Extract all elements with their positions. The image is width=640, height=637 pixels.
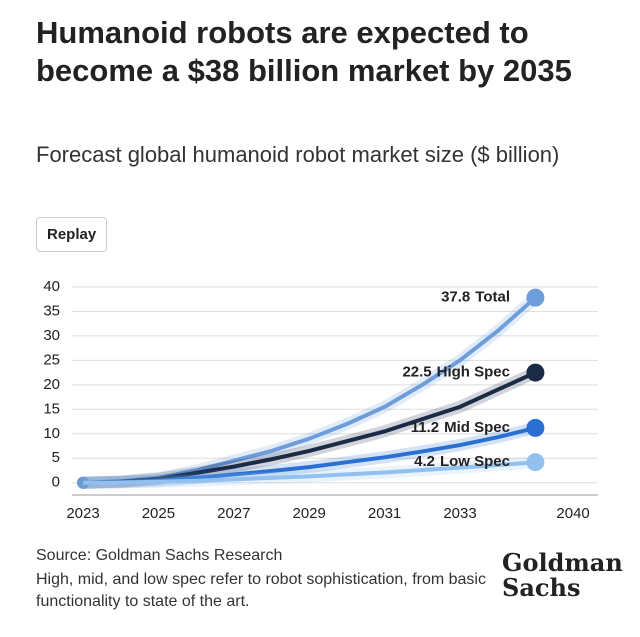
series-name: Low Spec bbox=[440, 453, 510, 470]
series-name: Mid Spec bbox=[444, 419, 510, 436]
note: High, mid, and low spec refer to robot s… bbox=[36, 571, 486, 610]
series-name: High Spec bbox=[437, 364, 510, 381]
x-tick-label: 2040 bbox=[556, 505, 589, 522]
data-label: 22.5 bbox=[402, 364, 431, 381]
source: Source: Goldman Sachs Research bbox=[36, 547, 283, 564]
x-tick-label: 2033 bbox=[443, 505, 476, 522]
x-tick-label: 2023 bbox=[66, 505, 99, 522]
x-tick-label: 2031 bbox=[368, 505, 401, 522]
y-tick-label: 0 bbox=[52, 474, 60, 491]
y-tick-label: 15 bbox=[43, 400, 60, 417]
end-point bbox=[526, 418, 545, 437]
logo: Goldman Sachs bbox=[502, 550, 623, 600]
y-tick-label: 25 bbox=[43, 351, 60, 368]
data-label: 37.8 bbox=[441, 289, 470, 306]
data-label: 11.2 bbox=[411, 419, 439, 436]
series-name: Total bbox=[475, 289, 510, 306]
x-tick-label: 2025 bbox=[142, 505, 175, 522]
replay-button[interactable]: Replay bbox=[36, 217, 108, 252]
end-point bbox=[526, 453, 545, 472]
y-tick-label: 30 bbox=[43, 327, 60, 344]
end-point bbox=[526, 363, 545, 382]
start-point bbox=[77, 476, 89, 489]
y-tick-label: 35 bbox=[43, 302, 60, 319]
y-tick-label: 20 bbox=[43, 376, 60, 393]
logo-line: Goldman bbox=[502, 548, 623, 577]
logo-line: Sachs bbox=[502, 573, 581, 602]
y-tick-label: 10 bbox=[43, 425, 60, 442]
y-tick-label: 5 bbox=[52, 449, 60, 466]
series-line bbox=[82, 460, 536, 485]
y-tick-label: 40 bbox=[43, 278, 60, 295]
chart-title: Humanoid robots are expected to become a… bbox=[36, 15, 572, 88]
end-point bbox=[526, 288, 545, 307]
x-tick-label: 2027 bbox=[217, 505, 250, 522]
x-tick-label: 2029 bbox=[293, 505, 326, 522]
data-label: 4.2 bbox=[414, 453, 435, 470]
chart-subtitle: Forecast global humanoid robot market si… bbox=[36, 142, 560, 167]
